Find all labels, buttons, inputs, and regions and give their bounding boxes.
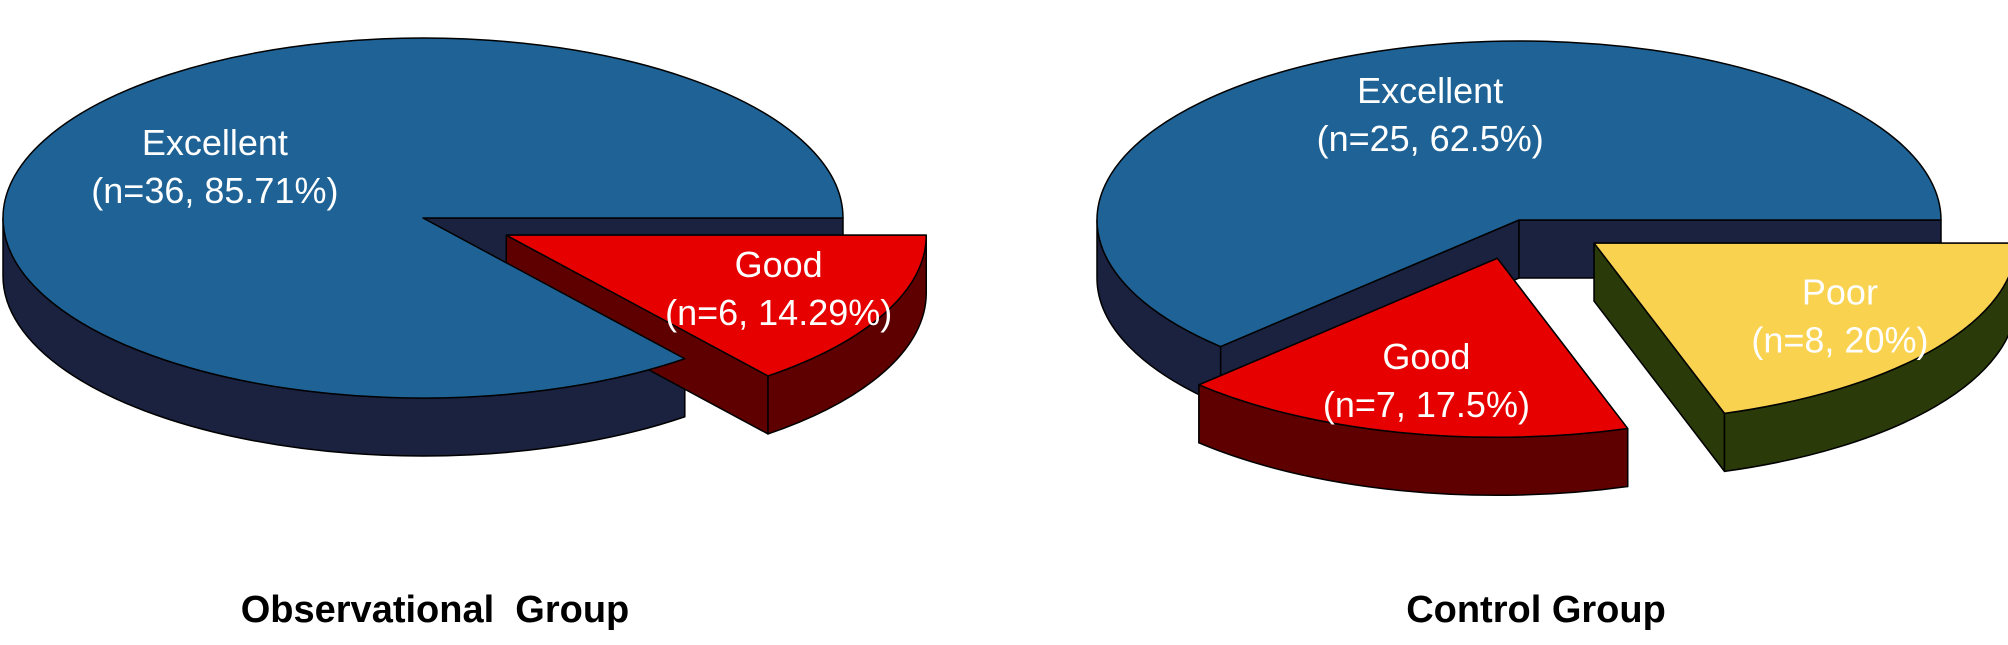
pie-labels: Excellent (n=25, 62.5%) Good (n=7, 17.5%) Po… [1317, 70, 1929, 425]
chart-title: Observational Group [241, 589, 630, 631]
slice [2, 37, 844, 399]
pie-labels: Excellent (n=36, 85.71%) Good (n=6, 14.29%) [91, 122, 892, 333]
value-label: (n=8, 20%) [1751, 319, 1928, 360]
slice-label: Poor [1802, 271, 1878, 312]
slice [1096, 40, 1942, 348]
value-label: (n=25, 62.5%) [1317, 118, 1544, 159]
slice-label: Good [735, 244, 823, 285]
value-label: (n=36, 85.71%) [91, 170, 338, 211]
slice [1593, 242, 2008, 415]
slice-label: Excellent [1357, 70, 1503, 111]
slice-label: Excellent [142, 122, 288, 163]
value-label: (n=7, 17.5%) [1323, 384, 1530, 425]
slice [1198, 257, 1629, 439]
slice-label: Good [1382, 336, 1470, 377]
chart-title: Control Group [1406, 589, 1666, 631]
pie-tops [2, 37, 927, 399]
value-label: (n=6, 14.29%) [665, 292, 892, 333]
pie-tops [1096, 40, 2008, 439]
slice [505, 234, 927, 377]
